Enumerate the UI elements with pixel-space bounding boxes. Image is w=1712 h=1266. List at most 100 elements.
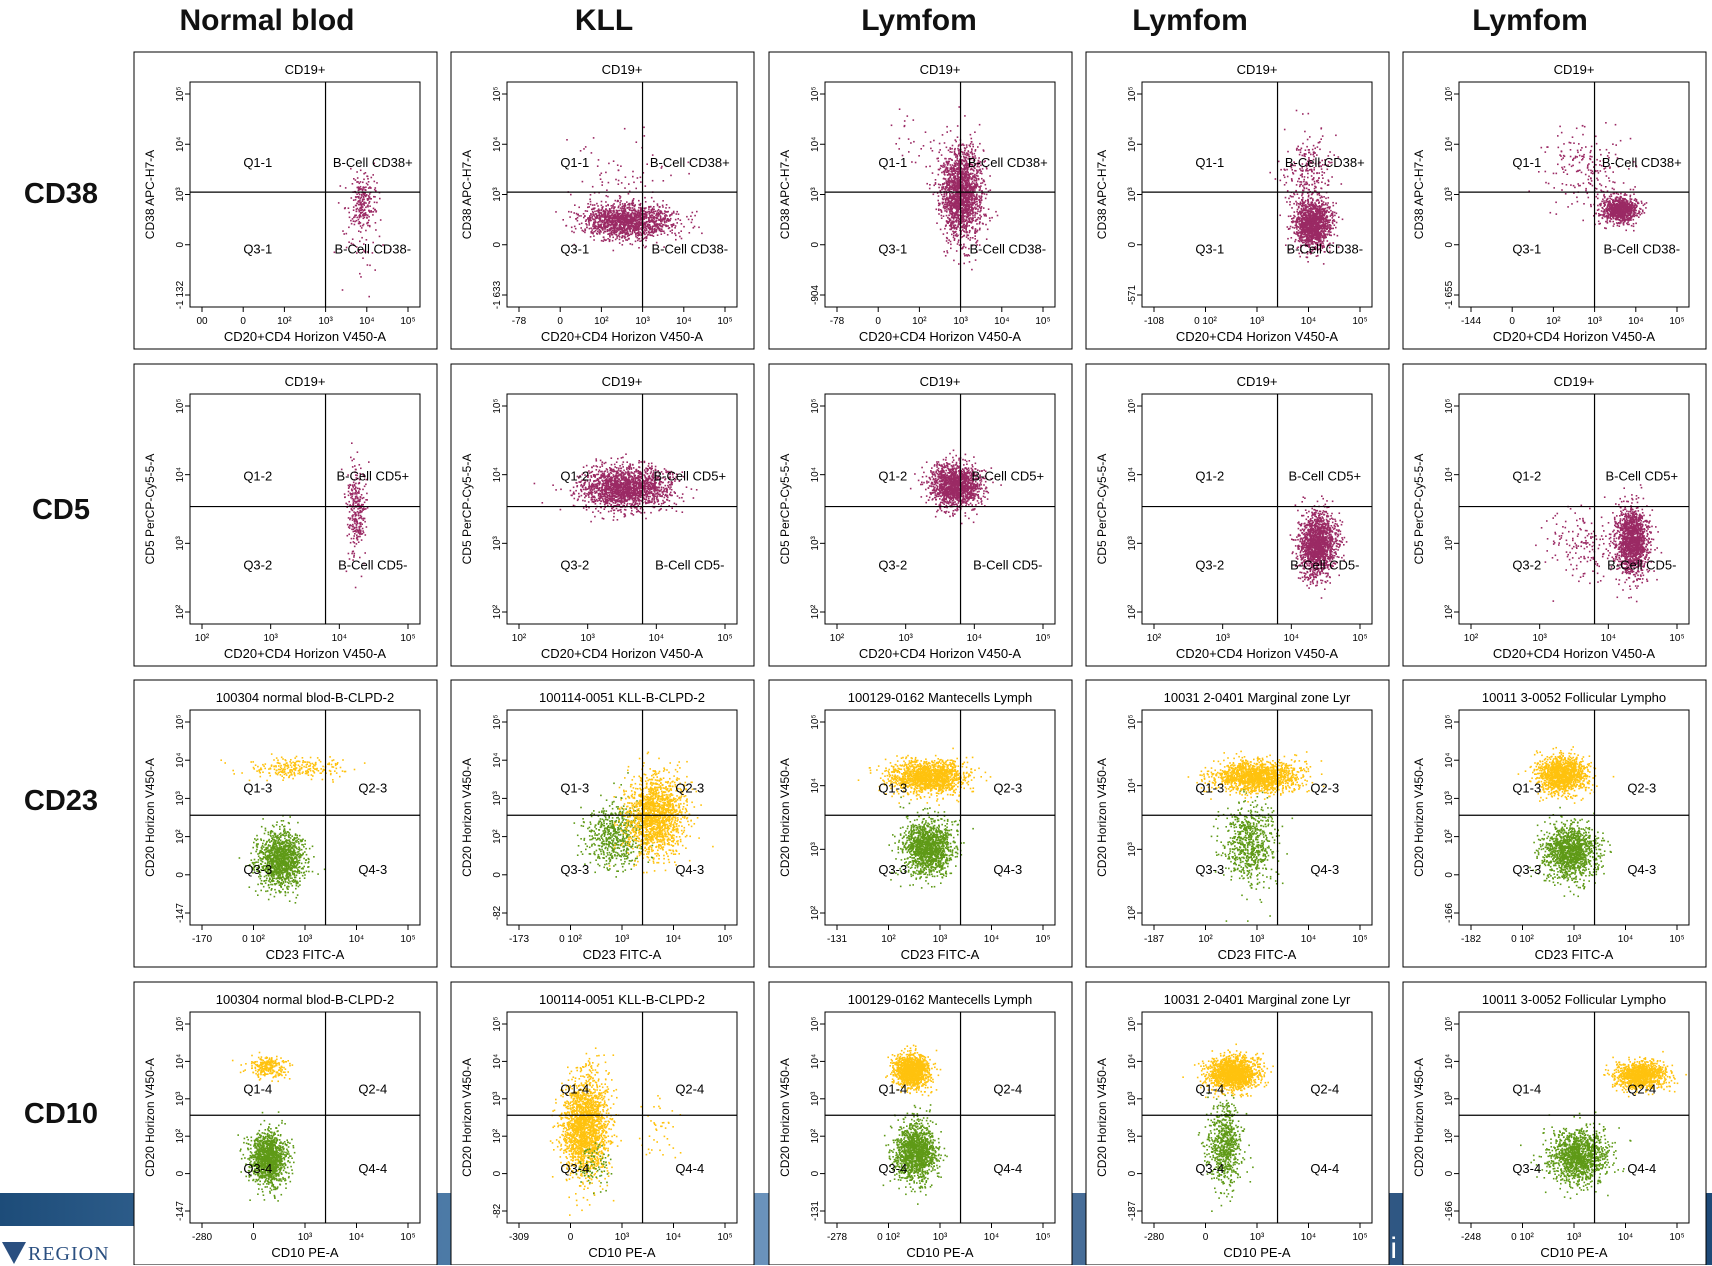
- x-tick-label: 10²: [277, 316, 292, 327]
- y-tick-label: 10³: [492, 791, 503, 806]
- x-tick-label: 10⁴: [984, 1232, 999, 1243]
- x-tick-label: 10⁵: [400, 316, 415, 327]
- x-axis-label: CD10 PE-A: [906, 1245, 974, 1260]
- quadrant-label: Q3-2: [878, 557, 907, 572]
- plot-area: [190, 82, 420, 307]
- quadrant-label: B-Cell CD5-: [1290, 557, 1359, 572]
- quadrant-label: Q1-3: [1512, 781, 1541, 796]
- x-tick-label: 10⁴: [1301, 934, 1316, 945]
- y-tick-label: 10⁴: [492, 137, 503, 152]
- y-tick-label: 10⁴: [810, 467, 821, 482]
- y-tick-label: 0: [1444, 242, 1455, 248]
- x-tick-label: 10²: [1464, 633, 1479, 644]
- x-tick-label: 10⁴: [967, 633, 982, 644]
- y-tick-label: 10³: [175, 187, 186, 202]
- y-tick-label: -166: [1444, 1201, 1455, 1221]
- x-tick-label: 0 10²: [242, 934, 265, 945]
- quadrant-label: Q4-4: [993, 1161, 1022, 1176]
- plot-area: [1142, 710, 1372, 925]
- quadrant-label: Q4-4: [675, 1161, 704, 1176]
- quadrant-label: B-Cell CD5+: [653, 468, 726, 483]
- x-tick-label: 10²: [195, 633, 210, 644]
- y-axis-label: CD38 APC-H7-A: [1095, 150, 1109, 239]
- quadrant-label: B-Cell CD38+: [1602, 155, 1682, 170]
- x-tick-label: -280: [192, 1232, 212, 1243]
- y-tick-label: 10⁵: [175, 1016, 186, 1031]
- x-tick-label: 10⁵: [1352, 934, 1367, 945]
- quadrant-label: Q3-2: [1512, 557, 1541, 572]
- x-tick-label: 10⁵: [717, 316, 732, 327]
- x-tick-label: 0: [557, 316, 563, 327]
- x-tick-label: 10⁴: [666, 934, 681, 945]
- x-tick-label: 10³: [318, 316, 333, 327]
- quadrant-label: Q1-2: [1512, 468, 1541, 483]
- x-tick-label: 10³: [1215, 633, 1230, 644]
- y-tick-label: 10²: [810, 905, 821, 920]
- quadrant-label: Q1-2: [243, 468, 272, 483]
- quadrant-label: Q4-3: [1627, 862, 1656, 877]
- x-axis-label: CD23 FITC-A: [901, 947, 980, 962]
- plot-title: 100114-0051 KLL-B-CLPD-2: [539, 992, 705, 1007]
- plot-title: CD19+: [1237, 62, 1278, 77]
- y-tick-label: 0: [1444, 1170, 1455, 1176]
- x-tick-label: -131: [827, 934, 847, 945]
- y-axis-label: CD38 APC-H7-A: [1412, 150, 1426, 239]
- quadrant-label: Q1-3: [878, 781, 907, 796]
- x-tick-label: -278: [827, 1232, 847, 1243]
- x-tick-label: 10⁵: [400, 633, 415, 644]
- x-tick-label: 10²: [912, 316, 927, 327]
- x-tick-label: 0: [240, 316, 246, 327]
- x-tick-label: -182: [1461, 934, 1481, 945]
- y-tick-label: 10⁴: [1127, 1054, 1138, 1069]
- y-tick-label: 10⁵: [1444, 398, 1455, 413]
- y-tick-label: -1 633: [492, 280, 503, 309]
- quadrant-label: Q1-1: [243, 155, 272, 170]
- x-tick-label: 10³: [580, 633, 595, 644]
- x-tick-label: 0: [1203, 1232, 1209, 1243]
- x-tick-label: -78: [512, 316, 527, 327]
- x-tick-label: -170: [192, 934, 212, 945]
- quadrant-label: B-Cell CD38-: [1603, 242, 1680, 257]
- x-tick-label: 10⁴: [1301, 316, 1316, 327]
- y-tick-label: 0: [175, 1170, 186, 1176]
- y-tick-label: 10⁴: [810, 778, 821, 793]
- y-tick-label: 10⁴: [1127, 137, 1138, 152]
- x-tick-label: 10⁴: [994, 316, 1009, 327]
- y-tick-label: 10²: [492, 604, 503, 619]
- quadrant-label: Q3-4: [1195, 1161, 1224, 1176]
- quadrant-label: Q1-1: [1195, 155, 1224, 170]
- x-axis-label: CD23 FITC-A: [583, 947, 662, 962]
- y-axis-label: CD38 APC-H7-A: [460, 150, 474, 239]
- plot-area: [1459, 394, 1689, 624]
- y-axis-label: CD20 Horizon V450-A: [1412, 758, 1426, 877]
- y-tick-label: 10⁴: [810, 137, 821, 152]
- x-tick-label: -248: [1461, 1232, 1481, 1243]
- y-tick-label: 10⁵: [1127, 1016, 1138, 1031]
- y-tick-label: 10²: [175, 1128, 186, 1143]
- quadrant-label: Q2-4: [358, 1082, 387, 1097]
- quadrant-label: B-Cell CD5-: [973, 557, 1042, 572]
- y-axis-label: CD20 Horizon V450-A: [1412, 1058, 1426, 1177]
- y-tick-label: 10⁵: [492, 714, 503, 729]
- quadrant-label: Q3-2: [560, 557, 589, 572]
- plot-area: [507, 82, 737, 307]
- y-tick-label: 10³: [1444, 791, 1455, 806]
- y-tick-label: 0: [492, 242, 503, 248]
- y-tick-label: 10³: [1444, 187, 1455, 202]
- quadrant-label: Q3-4: [243, 1161, 272, 1176]
- quadrant-label: Q1-2: [1195, 468, 1224, 483]
- y-tick-label: 10³: [1127, 535, 1138, 550]
- y-tick-label: 10³: [810, 535, 821, 550]
- quadrant-label: Q1-3: [243, 781, 272, 796]
- y-axis-label: CD20 Horizon V450-A: [1095, 758, 1109, 877]
- y-tick-label: 10⁵: [1444, 714, 1455, 729]
- x-tick-label: 10³: [1587, 316, 1602, 327]
